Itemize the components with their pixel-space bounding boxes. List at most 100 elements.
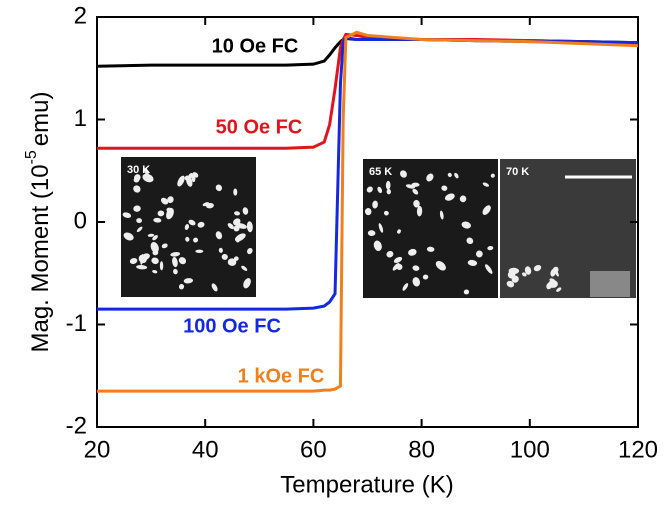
domain-blob — [393, 256, 403, 264]
domain-blob — [392, 262, 400, 271]
domain-blob — [153, 217, 162, 223]
domain-blob — [178, 283, 185, 290]
x-tick-label: 80 — [408, 436, 435, 463]
x-tick-label: 60 — [300, 436, 327, 463]
domain-blob — [215, 231, 223, 240]
domain-blob — [246, 221, 253, 233]
domain-blob — [426, 246, 435, 252]
inset-label: 65 K — [369, 166, 392, 178]
domain-blob — [408, 248, 417, 256]
domain-blob — [195, 249, 204, 254]
domain-blob — [549, 278, 556, 283]
domain-blob — [454, 172, 459, 179]
domain-blob — [242, 207, 249, 215]
x-tick-label: 120 — [618, 436, 658, 463]
domain-blob — [160, 197, 169, 205]
domain-blob — [136, 226, 143, 233]
x-tick-label: 40 — [192, 436, 219, 463]
domain-blob — [173, 268, 178, 275]
domain-blob — [397, 229, 401, 234]
domain-blob — [373, 240, 382, 252]
domain-blob — [138, 254, 147, 264]
domain-blob — [133, 185, 141, 193]
domain-blob — [444, 193, 455, 201]
domain-blob — [185, 236, 190, 242]
y-tick-label: 2 — [74, 2, 87, 29]
domain-blob — [122, 212, 132, 218]
domain-blob — [485, 264, 493, 274]
domain-blob — [386, 188, 391, 195]
inset-image — [363, 159, 498, 298]
domain-blob — [490, 173, 495, 178]
y-label-exp: -5 — [23, 150, 40, 164]
domain-blob — [144, 167, 149, 177]
inset-label: 70 K — [506, 166, 529, 178]
domain-blob — [405, 184, 416, 189]
domain-blob — [366, 186, 373, 193]
series-label: 100 Oe FC — [183, 315, 281, 337]
domain-blob — [191, 174, 196, 183]
domain-blob — [221, 253, 228, 260]
x-tick-label: 20 — [84, 436, 111, 463]
domain-blob — [227, 258, 237, 266]
y-tick-label: -1 — [66, 310, 87, 337]
domain-blob — [234, 211, 241, 216]
x-tick-label: 100 — [510, 436, 550, 463]
y-tick-label: 1 — [74, 105, 87, 132]
domain-blob — [215, 184, 223, 192]
domain-blob — [385, 180, 391, 190]
domain-blob — [159, 261, 164, 271]
domain-blob — [241, 265, 248, 271]
domain-blob — [184, 224, 190, 230]
domain-blob — [412, 277, 421, 287]
domain-blob — [188, 219, 196, 226]
domain-blob — [378, 223, 384, 233]
domain-blob — [412, 188, 419, 195]
domain-blob — [233, 188, 238, 196]
domain-blob — [136, 218, 142, 224]
domain-blob — [202, 202, 210, 207]
y-label-main: Mag. Moment (10 — [27, 164, 54, 352]
domain-blob — [152, 269, 158, 274]
domain-blob — [439, 210, 444, 220]
domain-blob — [556, 287, 562, 292]
domain-blob — [178, 257, 187, 265]
domain-blob — [416, 205, 423, 217]
inset-bright-patch — [590, 271, 630, 297]
domain-blob — [383, 210, 389, 216]
domain-blob — [553, 267, 559, 277]
inset-label: 30 K — [127, 164, 150, 176]
domain-blob — [546, 282, 553, 290]
domain-blob — [447, 172, 452, 177]
domain-blob — [247, 248, 253, 255]
domain-blob — [422, 274, 429, 280]
domain-blob — [227, 223, 234, 230]
domain-blob — [367, 230, 376, 237]
domain-blob — [461, 221, 471, 229]
domain-blob — [435, 260, 446, 271]
domain-blob — [150, 241, 159, 253]
domain-blob — [123, 232, 134, 241]
series-label: 10 Oe FC — [212, 35, 299, 57]
domain-blob — [183, 278, 194, 284]
domain-blob — [172, 257, 178, 268]
domain-blob — [377, 186, 383, 194]
domain-blob — [466, 237, 474, 245]
domain-blob — [133, 205, 141, 212]
y-tick-label: 0 — [74, 207, 87, 234]
y-label-unit: emu) — [27, 92, 54, 147]
domain-blob — [136, 264, 148, 270]
domain-blob — [364, 208, 372, 216]
domain-blob — [151, 257, 159, 265]
y-axis-label: Mag. Moment (10-5 emu) — [23, 92, 54, 353]
domain-blob — [463, 289, 470, 295]
series-line — [97, 32, 639, 150]
domain-blob — [482, 205, 491, 215]
domain-blob — [133, 177, 140, 183]
domain-blob — [218, 247, 223, 253]
domain-blob — [197, 221, 205, 228]
domain-blob — [533, 264, 542, 272]
domain-blob — [129, 258, 138, 264]
domain-blob — [475, 250, 483, 258]
